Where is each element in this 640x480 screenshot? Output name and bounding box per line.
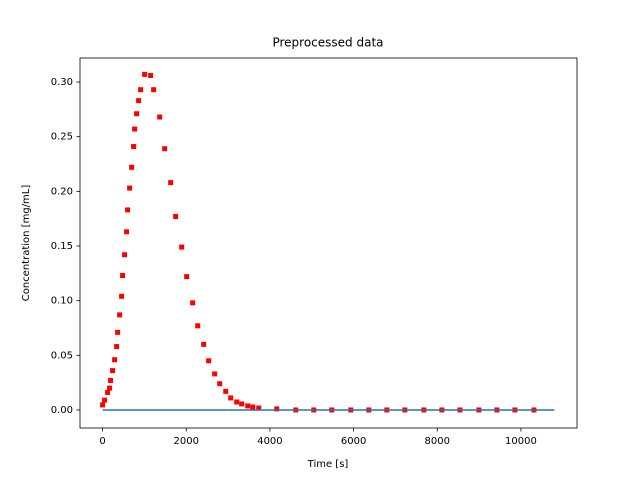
y-axis-label: Concentration [mg/mL] [21,185,32,302]
y-tick-label: 0.15 [51,241,73,252]
data-point [184,274,190,280]
data-point [117,312,123,318]
data-point [201,341,207,347]
data-point [102,397,108,403]
x-axis-label: Time [s] [307,459,349,470]
x-tick-label: 0 [99,436,105,447]
data-point [168,180,174,186]
data-point [131,144,137,150]
data-point [223,388,229,394]
data-point [274,406,280,412]
data-point [115,329,121,335]
data-point [250,404,256,410]
x-tick-label: 10000 [505,436,537,447]
y-tick-label: 0.00 [51,405,73,416]
data-point [234,399,240,405]
data-point [228,395,234,401]
data-point [108,377,114,383]
data-point [217,381,223,387]
y-tick-label: 0.25 [51,132,73,143]
data-point [119,293,125,299]
data-point [127,185,133,191]
data-point [157,114,163,120]
data-point [105,389,111,395]
x-tick-label: 6000 [341,436,366,447]
data-point [136,98,142,104]
data-point [132,126,138,132]
x-tick-label: 4000 [257,436,282,447]
y-tick-label: 0.30 [51,77,73,88]
data-point [114,344,120,350]
chart-title: Preprocessed data [272,36,383,50]
data-point [195,323,201,329]
y-tick-label: 0.10 [51,296,73,307]
x-tick-label: 2000 [174,436,199,447]
data-point [142,71,148,77]
x-tick-label: 8000 [425,436,450,447]
data-point [107,385,113,391]
data-point [151,87,157,93]
data-point [124,229,130,235]
data-point [120,273,126,279]
data-point [206,358,212,364]
data-point [125,207,131,213]
data-point [129,164,135,170]
y-tick-label: 0.05 [51,350,73,361]
data-point [122,252,128,258]
plot-frame [79,57,578,429]
data-point [190,300,196,306]
data-point [179,244,185,250]
data-point [239,401,245,407]
data-point [212,371,218,377]
data-point [173,213,179,219]
data-point [162,146,168,152]
data-point [245,403,251,409]
data-point [138,87,144,93]
data-point [112,357,118,363]
data-point [110,368,116,374]
data-point [256,405,262,411]
data-point [148,72,154,78]
data-point [100,402,106,408]
y-tick-label: 0.20 [51,186,73,197]
data-point [134,111,140,117]
